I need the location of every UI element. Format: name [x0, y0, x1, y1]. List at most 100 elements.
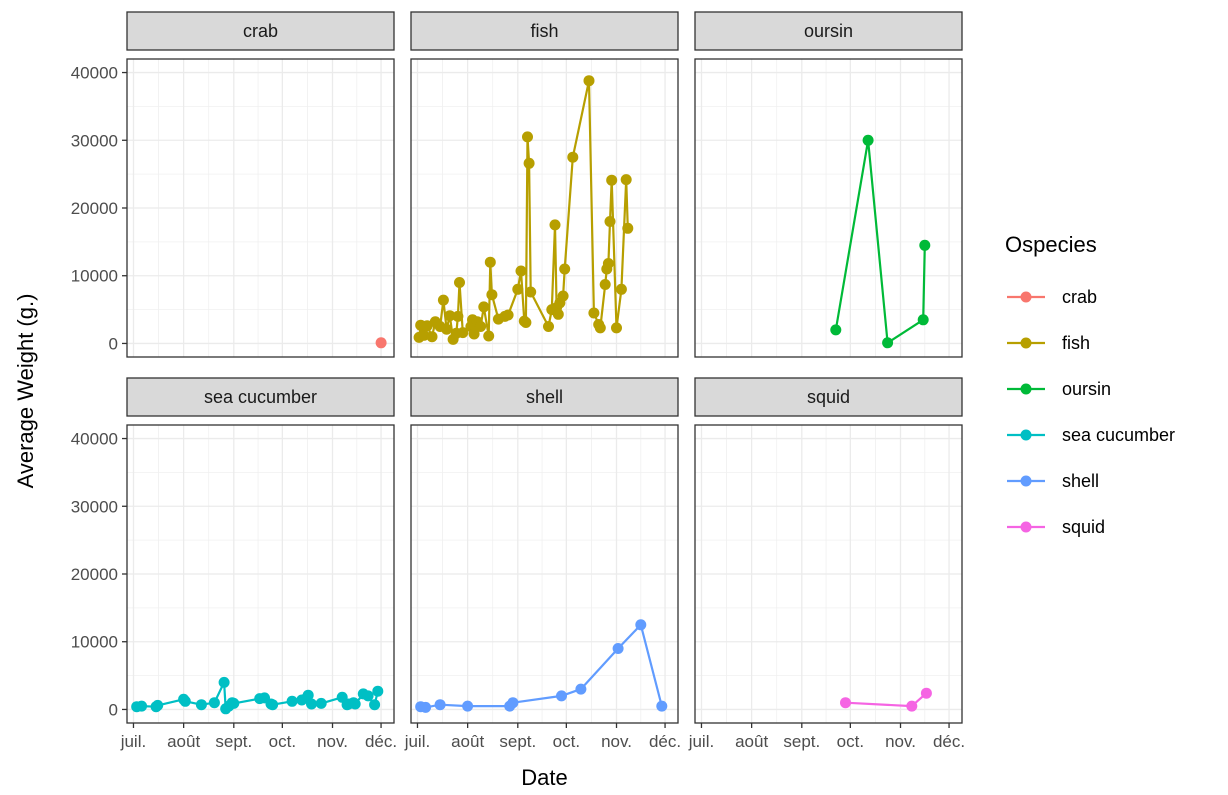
grid-lines — [695, 425, 962, 723]
data-point — [452, 310, 464, 322]
data-point — [444, 310, 456, 322]
data-point — [418, 329, 430, 341]
facet-panel-shell: shell — [410, 377, 679, 724]
x-tick-label: déc. — [649, 732, 681, 751]
y-tick-label: 30000 — [71, 497, 118, 516]
legend-key-point — [1020, 429, 1032, 441]
data-point — [441, 323, 453, 335]
y-axis-title: Average Weight (g.) — [13, 294, 38, 489]
data-point — [375, 337, 387, 349]
data-point — [179, 695, 191, 707]
data-point — [522, 131, 533, 143]
data-point — [315, 697, 327, 709]
legend-label: fish — [1062, 333, 1090, 353]
grid-lines — [127, 425, 394, 723]
data-point — [602, 258, 614, 269]
y-tick-label: 10000 — [71, 633, 118, 652]
panel-border — [694, 58, 963, 358]
facet-strip-label: sea cucumber — [204, 387, 317, 407]
data-point — [306, 698, 317, 710]
legend-label: crab — [1062, 287, 1097, 307]
facet-strip — [694, 11, 963, 51]
y-tick-label: 10000 — [71, 267, 118, 286]
legend-label: oursin — [1062, 379, 1111, 399]
facet-strip-label: squid — [807, 387, 850, 407]
data-point — [583, 75, 595, 87]
data-point — [840, 697, 851, 709]
data-point — [556, 690, 567, 702]
legend-title: Ospecies — [1005, 232, 1097, 257]
data-point — [604, 216, 616, 227]
data-point — [454, 277, 465, 288]
facet-strip-label: crab — [243, 21, 278, 41]
facet-panels: crab fish oursin sea cucumber shell squid — [126, 11, 963, 724]
data-point — [136, 700, 148, 712]
facet-strip — [410, 377, 679, 417]
x-tick-label: sept. — [499, 732, 536, 751]
x-tick-label: juil. — [404, 732, 431, 751]
y-tick-label: 40000 — [71, 64, 118, 83]
grid-lines — [695, 59, 962, 357]
panel-border — [410, 424, 679, 724]
data-point — [523, 157, 535, 169]
data-point — [228, 697, 240, 709]
data-point — [286, 695, 298, 707]
data-point — [615, 283, 627, 295]
data-point — [862, 134, 874, 146]
data-point — [486, 289, 498, 301]
data-point — [426, 331, 438, 343]
data-point — [552, 308, 564, 320]
x-tick-label: déc. — [365, 732, 397, 751]
y-tick-label: 0 — [109, 334, 118, 353]
data-point — [512, 283, 524, 295]
data-point — [267, 699, 279, 711]
x-tick-label: oct. — [553, 732, 580, 751]
x-tick-label: oct. — [837, 732, 864, 751]
x-tick-label: nov. — [885, 732, 916, 751]
grid-lines — [411, 425, 678, 723]
data-point — [906, 700, 918, 712]
data-point — [525, 286, 537, 298]
legend: Ospecies crab fish oursin sea cucumber shell… — [1005, 232, 1175, 537]
data-point — [372, 685, 384, 697]
legend-label: squid — [1062, 517, 1105, 537]
data-point — [152, 699, 164, 711]
data-point — [620, 174, 632, 186]
legend-item-fish: fish — [1007, 333, 1090, 353]
data-point — [559, 263, 571, 275]
data-point — [606, 174, 618, 186]
x-tick-label: nov. — [601, 732, 632, 751]
data-point — [920, 687, 932, 699]
x-tick-label: août — [167, 732, 200, 751]
data-point — [349, 698, 361, 710]
data-point — [362, 690, 374, 702]
data-point — [611, 322, 622, 334]
data-point — [457, 327, 469, 339]
data-point — [599, 279, 611, 290]
data-point — [917, 314, 929, 326]
x-tick-label: août — [735, 732, 768, 751]
x-tick-label: sept. — [783, 732, 820, 751]
x-axis-title: Date — [521, 765, 567, 790]
data-point — [543, 321, 554, 332]
data-point — [420, 701, 432, 713]
panel-border — [410, 58, 679, 358]
legend-key-point — [1020, 521, 1032, 533]
x-tick-label: déc. — [933, 732, 965, 751]
data-point — [656, 700, 668, 712]
facet-strip-label: shell — [526, 387, 563, 407]
data-point — [302, 689, 314, 701]
y-tick-label: 0 — [109, 700, 118, 719]
data-point — [468, 328, 480, 340]
data-point — [462, 700, 474, 712]
x-tick-label: juil. — [120, 732, 147, 751]
data-point — [594, 322, 606, 334]
data-point — [369, 699, 381, 711]
data-point — [208, 697, 220, 709]
data-point — [484, 256, 496, 268]
data-point — [483, 330, 495, 342]
axes: 0 10000 20000 30000 40000 0 10000 20000 30000 400… — [71, 64, 965, 751]
x-tick-label: août — [451, 732, 484, 751]
data-point — [434, 699, 446, 711]
